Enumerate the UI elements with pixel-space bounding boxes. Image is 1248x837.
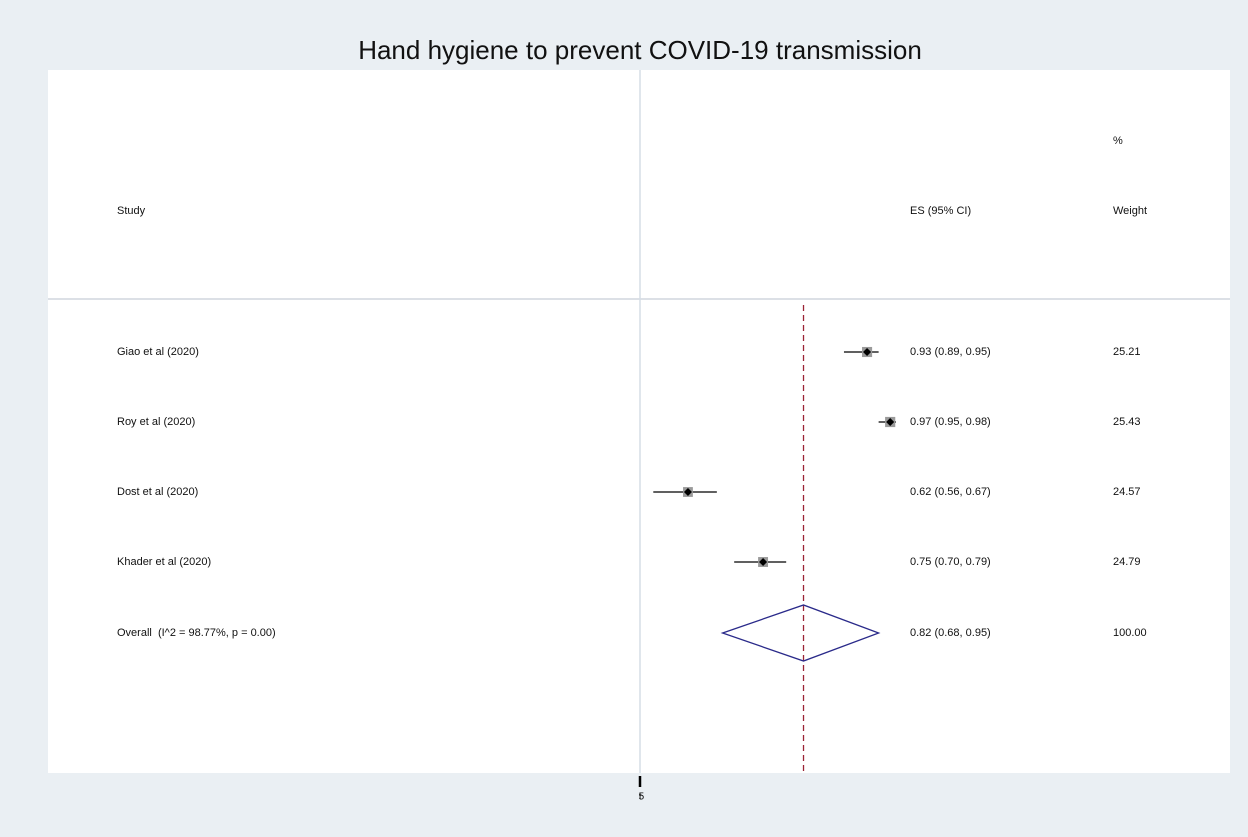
weight-label: 25.43 [1113,416,1141,428]
study-name: Dost et al (2020) [117,486,198,498]
es-header: ES (95% CI) [910,205,971,217]
study-name: Giao et al (2020) [117,346,199,358]
study-header: Study [117,205,146,217]
weight-label: 24.57 [1113,486,1141,498]
es-marker [683,488,692,496]
study-name: Khader et al (2020) [117,556,211,568]
study-name: Roy et al (2020) [117,416,195,428]
chart-title: Hand hygiene to prevent COVID-19 transmi… [358,35,922,65]
overall-weight-label: 100.00 [1113,627,1147,639]
weight-label: 25.21 [1113,346,1141,358]
es-label: 0.62 (0.56, 0.67) [910,486,991,498]
es-label: 0.93 (0.89, 0.95) [910,346,991,358]
es-marker [759,558,768,566]
es-marker [863,348,872,356]
es-label: 0.75 (0.70, 0.79) [910,556,991,568]
es-label: 0.97 (0.95, 0.98) [910,416,991,428]
weight-header: Weight [1113,205,1147,217]
weight-label: 24.79 [1113,556,1141,568]
overall-es-label: 0.82 (0.68, 0.95) [910,627,991,639]
overall-name: Overall (I^2 = 98.77%, p = 0.00) [117,627,276,639]
weight-header-top: % [1113,135,1123,147]
overall-diamond [720,604,881,662]
es-marker [886,418,895,426]
plot-area [48,70,1230,773]
